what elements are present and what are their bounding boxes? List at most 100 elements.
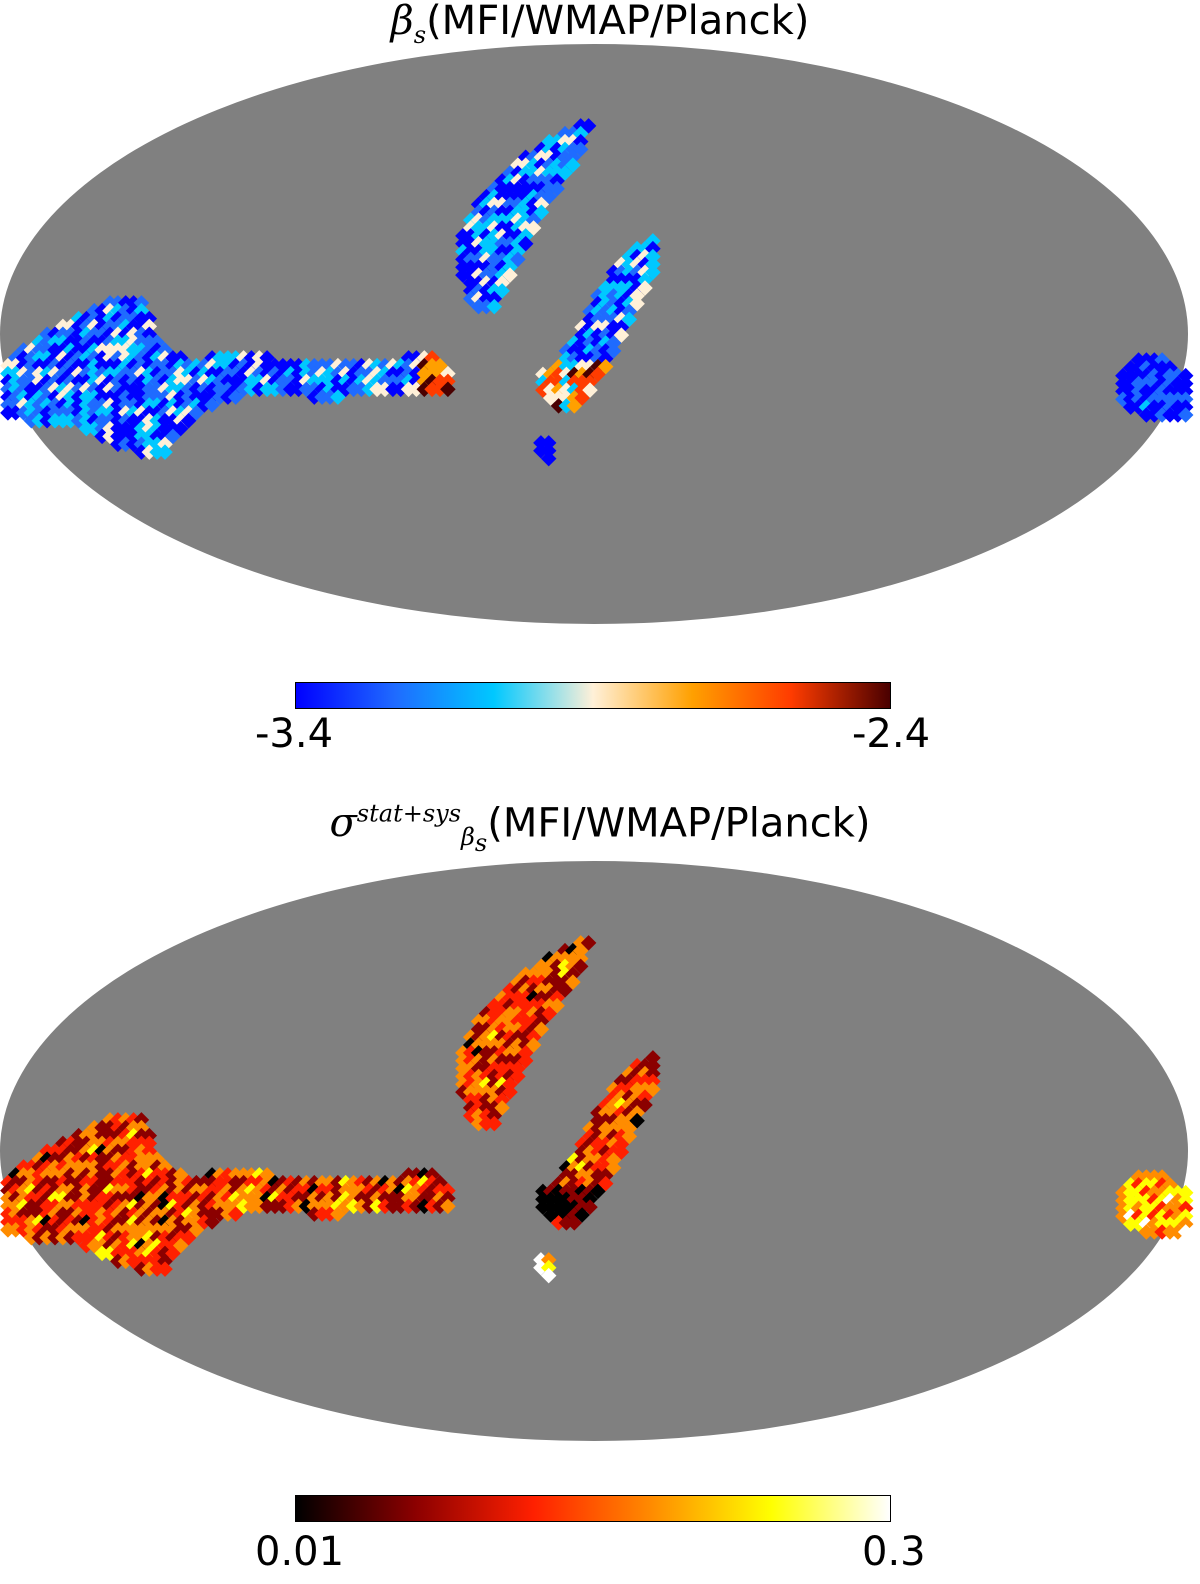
sky-pixel [180,1174,197,1191]
sky-pixel [196,381,213,398]
sky-pixel [157,1229,173,1246]
sky-pixel [212,381,228,398]
sky-pixel [494,212,510,228]
sky-pixel [204,357,220,374]
sky-pixel [1170,407,1186,423]
sky-pixel [1154,1200,1170,1217]
sky-pixel [157,397,173,413]
colorbar-min-label: -3.4 [255,711,334,757]
sky-pixel [212,357,228,374]
sky-pixel [613,1097,630,1113]
sky-pixel [149,412,165,429]
sky-pixel [204,381,220,398]
sky-pixel [1154,375,1170,392]
sky-pixel [141,397,158,413]
sky-pixel [1154,352,1170,368]
sky-pixel [1115,1200,1131,1217]
sky-pixel [1154,1208,1170,1225]
sky-pixel [55,1159,71,1175]
sky-pixel [149,1159,165,1175]
sky-pixel [220,1174,236,1191]
sky-pixel [502,180,518,197]
sky-pixel [1177,1192,1194,1209]
sky-pixel [1115,383,1131,400]
sky-pixel [1177,391,1194,408]
sky-pixel [486,220,503,236]
sky-pixel [478,243,495,260]
sky-pixel [510,173,526,189]
sky-pixel [1170,1184,1186,1201]
sky-pixel [1130,1177,1147,1193]
sky-pixel [572,958,589,975]
sky-pixel [125,295,142,311]
sky-pixel [141,1253,158,1270]
sky-pixel [133,1119,150,1136]
sky-pixel [1177,383,1194,400]
sky-pixel [141,342,158,358]
sky-pixel [133,342,150,358]
sky-pixel [510,196,526,213]
sky-pixel [157,436,173,453]
sky-pixel [149,334,165,350]
sky-pixel [470,212,487,228]
sky-pixel [525,180,542,197]
sky-pixel [188,397,205,413]
sky-pixel [133,310,150,327]
sky-pixel [1138,360,1155,376]
sky-pixel [533,173,550,189]
sky-pixel [645,240,661,257]
sky-pixel [110,1214,126,1230]
mollweide-map-sigma [0,861,1194,1441]
sky-pixel [172,412,189,429]
sky-pixel [133,1229,150,1246]
sky-pixel [1154,407,1170,423]
sky-pixel [125,1253,142,1270]
sky-pixel [110,1159,126,1175]
sky-pixel [517,204,534,221]
sky-pixel [541,950,558,967]
sky-pixel [1138,383,1155,400]
sky-pixel [141,310,158,327]
sky-pixel [125,381,142,398]
sky-pixel [141,350,158,366]
sky-pixel [1154,399,1170,415]
sky-pixel [613,264,630,281]
sky-pixel [180,412,197,429]
sky-pixel [470,1092,487,1108]
sky-pixel [125,334,142,350]
sky-pixel [180,1198,197,1215]
sky-pixel [220,365,236,382]
sky-pixel [1122,360,1139,376]
sky-pixel [533,1005,550,1022]
sky-pixel [510,1037,526,1053]
sky-pixel [243,357,260,374]
sky-pixel [533,958,550,975]
sky-pixel [133,420,150,437]
sky-pixel [172,397,189,413]
sky-pixel [125,326,142,343]
sky-pixel [157,412,173,429]
sky-pixel [510,180,526,197]
sky-pixel [1154,1184,1170,1201]
sky-pixel [502,228,518,244]
sky-pixel [541,990,558,1006]
sky-pixel [1115,1184,1131,1201]
sky-pixel [157,1174,173,1191]
sky-pixel [494,173,510,189]
sky-pixel [1177,1200,1194,1217]
sky-pixel [566,1207,583,1223]
sky-pixel [1130,1208,1147,1225]
sky-pixel [1146,1184,1163,1201]
sky-pixel [462,1037,479,1053]
sky-pixel [455,235,471,252]
sky-pixel [133,1198,150,1215]
sky-pixel [478,188,495,205]
sky-pixel [149,1253,165,1270]
sky-pixel [510,974,526,990]
sky-pixel [478,204,495,221]
sky-pixel [125,357,142,374]
sky-pixel [157,1253,173,1270]
sky-pixel [165,420,181,437]
sky-pixel [533,1013,550,1030]
sky-pixel [196,1198,213,1215]
